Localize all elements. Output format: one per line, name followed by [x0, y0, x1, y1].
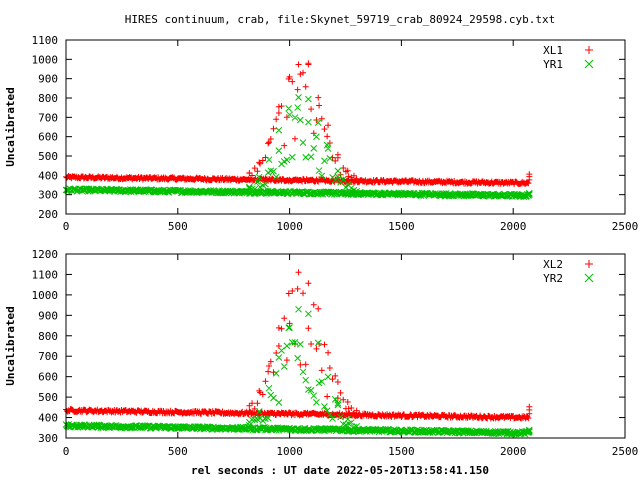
legend-label-XL2: XL2	[543, 258, 563, 271]
x-tick-label: 1000	[276, 220, 303, 233]
y-tick-label: 500	[38, 150, 58, 163]
legend-marker-XL2	[585, 260, 593, 268]
plot-frame	[65, 39, 626, 215]
x-tick-label: 2500	[612, 445, 639, 458]
x-tick-label: 1000	[276, 445, 303, 458]
legend-label-YR2: YR2	[543, 272, 563, 285]
legend-label-YR1: YR1	[543, 58, 563, 71]
y-tick-label: 600	[38, 131, 58, 144]
x-tick-label: 2500	[612, 220, 639, 233]
x-axis-label: rel seconds : UT date 2022-05-20T13:58:4…	[191, 464, 489, 477]
chart-title: HIRES continuum, crab, file:Skynet_59719…	[125, 13, 555, 26]
x-tick-label: 500	[168, 220, 188, 233]
y-tick-label: 700	[38, 350, 58, 363]
y-tick-label: 500	[38, 391, 58, 404]
series-XL1	[63, 60, 533, 188]
y-tick-label: 200	[38, 208, 58, 221]
y-tick-label: 1200	[32, 248, 59, 261]
y-axis-label: Uncalibrated	[4, 87, 17, 166]
legend-marker-XL1	[585, 46, 593, 54]
plot-frame	[65, 253, 626, 439]
chart-panel-1: 200 300 400 500 600 700 800 900 1000 1100 0 500 1000…	[4, 34, 638, 233]
y-tick-label: 1000	[32, 289, 59, 302]
x-tick-label: 2000	[500, 445, 527, 458]
y-tick-label: 400	[38, 169, 58, 182]
legend-marker-YR1	[584, 59, 594, 69]
legend-label-XL1: XL1	[543, 44, 563, 57]
y-tick-label: 400	[38, 412, 58, 425]
x-tick-label: 2000	[500, 220, 527, 233]
y-tick-label: 800	[38, 330, 58, 343]
y-tick-label: 300	[38, 432, 58, 445]
y-tick-label: 1100	[32, 268, 59, 281]
y-tick-label: 900	[38, 309, 58, 322]
chart-panel-2: 300 400 500 600 700 800 900 1000 1100 1200 0 500 100…	[4, 248, 638, 458]
y-axis-label: Uncalibrated	[4, 306, 17, 385]
x-tick-label: 500	[168, 445, 188, 458]
y-tick-label: 300	[38, 189, 58, 202]
y-tick-label: 900	[38, 73, 58, 86]
x-tick-label: 0	[63, 220, 70, 233]
x-tick-label: 0	[63, 445, 70, 458]
x-tick-label: 1500	[388, 220, 415, 233]
y-tick-label: 600	[38, 371, 58, 384]
x-tick-label: 1500	[388, 445, 415, 458]
legend-marker-YR2	[584, 273, 594, 283]
y-tick-label: 1100	[32, 34, 59, 47]
y-tick-label: 1000	[32, 53, 59, 66]
y-tick-label: 700	[38, 111, 58, 124]
y-tick-label: 800	[38, 92, 58, 105]
data-points-XL1	[63, 60, 533, 188]
